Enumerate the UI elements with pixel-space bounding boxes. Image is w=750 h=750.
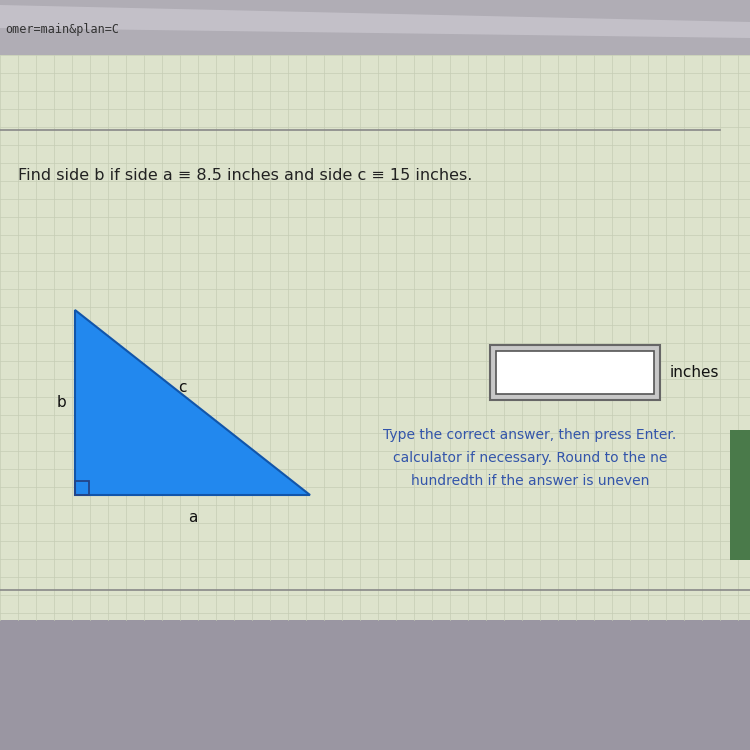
Text: b: b bbox=[56, 395, 66, 410]
Bar bbox=[75, 481, 89, 495]
Bar bbox=[496, 351, 654, 394]
Bar bbox=[490, 345, 660, 400]
Polygon shape bbox=[75, 310, 310, 495]
Bar bbox=[0, 0, 750, 55]
Text: calculator if necessary. Round to the ne: calculator if necessary. Round to the ne bbox=[393, 451, 668, 465]
Text: c: c bbox=[178, 380, 187, 395]
Polygon shape bbox=[0, 5, 750, 38]
Text: omer=main&plan=C: omer=main&plan=C bbox=[5, 23, 119, 37]
Bar bbox=[0, 55, 750, 620]
Text: Type the correct answer, then press Enter.: Type the correct answer, then press Ente… bbox=[383, 428, 676, 442]
Text: hundredth if the answer is uneven: hundredth if the answer is uneven bbox=[411, 474, 650, 488]
Text: inches: inches bbox=[670, 365, 719, 380]
Bar bbox=[730, 430, 750, 560]
Bar bbox=[0, 620, 750, 750]
Text: Find side b if side a ≡ 8.5 inches and side c ≡ 15 inches.: Find side b if side a ≡ 8.5 inches and s… bbox=[18, 167, 472, 182]
Text: a: a bbox=[188, 509, 197, 524]
